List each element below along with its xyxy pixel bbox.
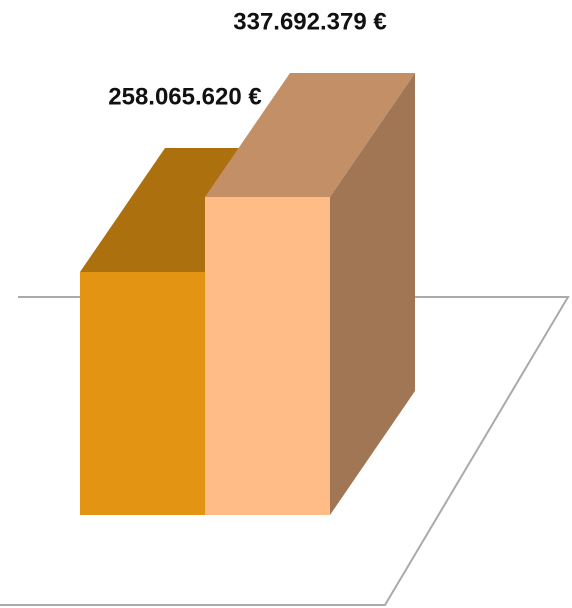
bar-front [80,271,205,515]
bar-side [330,73,415,515]
value-label: 258.065.620 € [108,83,261,110]
value-label: 337.692.379 € [233,8,386,35]
bar-top [205,73,415,197]
bar-front [205,197,330,515]
